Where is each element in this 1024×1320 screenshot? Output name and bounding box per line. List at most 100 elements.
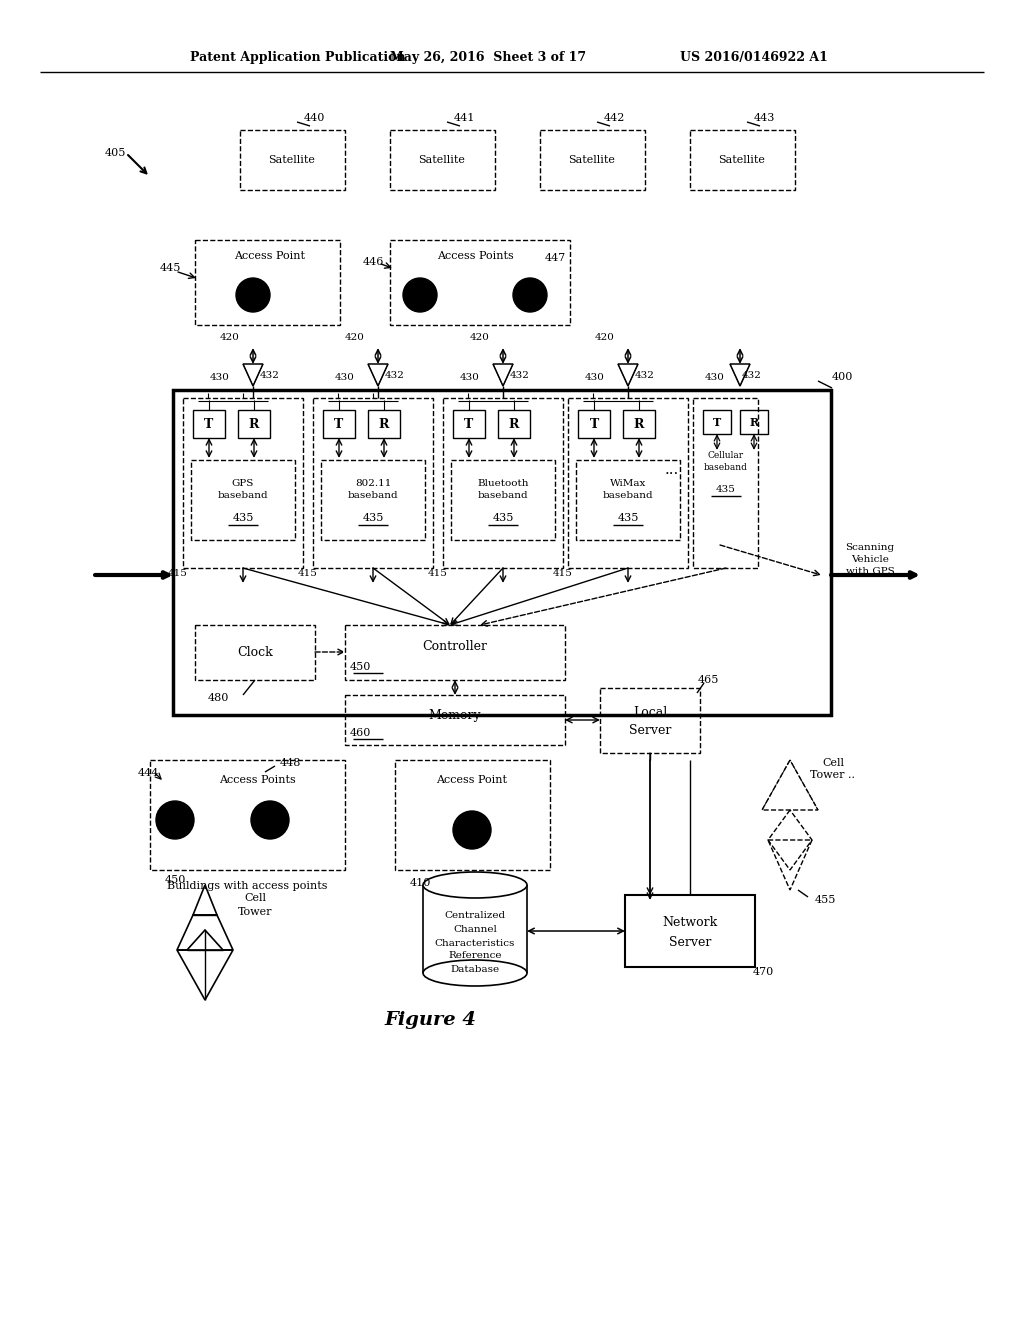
- Text: Server: Server: [629, 723, 671, 737]
- Text: GPS: GPS: [231, 479, 254, 487]
- Text: Scanning: Scanning: [846, 544, 895, 553]
- Text: Figure 4: Figure 4: [384, 1011, 476, 1030]
- Text: 802.11: 802.11: [354, 479, 391, 487]
- Text: 415: 415: [168, 569, 188, 578]
- Text: T: T: [464, 417, 474, 430]
- Text: 446: 446: [362, 257, 384, 267]
- Text: 435: 435: [493, 513, 514, 523]
- Text: Patent Application Publication: Patent Application Publication: [190, 51, 406, 65]
- Text: 405: 405: [104, 148, 126, 158]
- Text: T: T: [205, 417, 214, 430]
- Bar: [498, 411, 530, 438]
- Text: Controller: Controller: [423, 640, 487, 653]
- Bar: [313, 399, 433, 568]
- Text: baseband: baseband: [603, 491, 653, 500]
- Circle shape: [513, 279, 547, 312]
- Text: R: R: [750, 417, 759, 428]
- Bar: [740, 411, 768, 434]
- Text: 444: 444: [137, 768, 159, 777]
- Text: Access Points: Access Points: [436, 251, 513, 261]
- Bar: [600, 688, 700, 752]
- Text: baseband: baseband: [218, 491, 268, 500]
- Text: Tower ..: Tower ..: [811, 770, 855, 780]
- Bar: [540, 129, 645, 190]
- Text: 465: 465: [697, 675, 719, 685]
- Bar: [195, 624, 315, 680]
- Text: ...: ...: [665, 463, 679, 477]
- Text: 430: 430: [210, 374, 230, 383]
- Text: Satellite: Satellite: [568, 154, 615, 165]
- Text: 450: 450: [164, 875, 185, 884]
- Text: 442: 442: [603, 114, 625, 123]
- Text: Memory: Memory: [429, 709, 481, 722]
- Text: R: R: [379, 417, 389, 430]
- Bar: [568, 399, 688, 568]
- Circle shape: [403, 279, 437, 312]
- Bar: [703, 411, 731, 434]
- Text: 415: 415: [298, 569, 317, 578]
- Circle shape: [156, 801, 194, 840]
- Text: 430: 430: [706, 374, 725, 383]
- Bar: [345, 696, 565, 744]
- Text: Cell: Cell: [244, 894, 266, 903]
- Text: Characteristics: Characteristics: [435, 939, 515, 948]
- Text: T: T: [335, 417, 344, 430]
- Text: 440: 440: [303, 114, 325, 123]
- Text: R: R: [509, 417, 519, 430]
- Text: Bluetooth: Bluetooth: [477, 479, 528, 487]
- Ellipse shape: [423, 873, 527, 898]
- Text: R: R: [249, 417, 259, 430]
- Text: Satellite: Satellite: [719, 154, 765, 165]
- Text: Centralized: Centralized: [444, 911, 506, 920]
- Text: Access Points: Access Points: [219, 775, 295, 785]
- Text: 445: 445: [160, 263, 180, 273]
- Text: 420: 420: [470, 334, 489, 342]
- Text: 430: 430: [335, 374, 355, 383]
- Bar: [345, 624, 565, 680]
- Bar: [323, 411, 355, 438]
- Text: T: T: [590, 417, 599, 430]
- Text: Vehicle: Vehicle: [851, 556, 889, 565]
- Text: 435: 435: [362, 513, 384, 523]
- Text: 415: 415: [428, 569, 447, 578]
- Text: Network: Network: [663, 916, 718, 929]
- Bar: [191, 459, 295, 540]
- Text: 432: 432: [510, 371, 530, 380]
- Text: 443: 443: [754, 114, 775, 123]
- Text: baseband: baseband: [348, 491, 398, 500]
- Text: Satellite: Satellite: [419, 154, 466, 165]
- Text: 420: 420: [220, 334, 240, 342]
- Text: 430: 430: [585, 374, 605, 383]
- Bar: [693, 399, 758, 568]
- Text: 435: 435: [716, 486, 736, 495]
- Text: Cell: Cell: [822, 758, 844, 768]
- Circle shape: [236, 279, 270, 312]
- Text: 432: 432: [635, 371, 655, 380]
- Text: 460: 460: [349, 729, 371, 738]
- Bar: [368, 411, 400, 438]
- Bar: [395, 760, 550, 870]
- Text: 455: 455: [814, 895, 836, 906]
- Text: Access Point: Access Point: [234, 251, 305, 261]
- Text: 441: 441: [454, 114, 475, 123]
- Bar: [453, 411, 485, 438]
- Text: 432: 432: [385, 371, 404, 380]
- Text: Cellular: Cellular: [708, 450, 744, 459]
- Text: 415: 415: [553, 569, 573, 578]
- Text: T: T: [713, 417, 721, 428]
- Text: R: R: [634, 417, 644, 430]
- Text: Clock: Clock: [238, 645, 272, 659]
- Bar: [390, 129, 495, 190]
- Text: 432: 432: [260, 371, 280, 380]
- Bar: [623, 411, 655, 438]
- Bar: [195, 240, 340, 325]
- Bar: [150, 760, 345, 870]
- Bar: [183, 399, 303, 568]
- Bar: [451, 459, 555, 540]
- Text: Channel: Channel: [453, 924, 497, 933]
- Text: 470: 470: [753, 968, 773, 977]
- Bar: [390, 240, 570, 325]
- Bar: [443, 399, 563, 568]
- Text: 448: 448: [280, 758, 301, 768]
- Text: May 26, 2016  Sheet 3 of 17: May 26, 2016 Sheet 3 of 17: [390, 51, 586, 65]
